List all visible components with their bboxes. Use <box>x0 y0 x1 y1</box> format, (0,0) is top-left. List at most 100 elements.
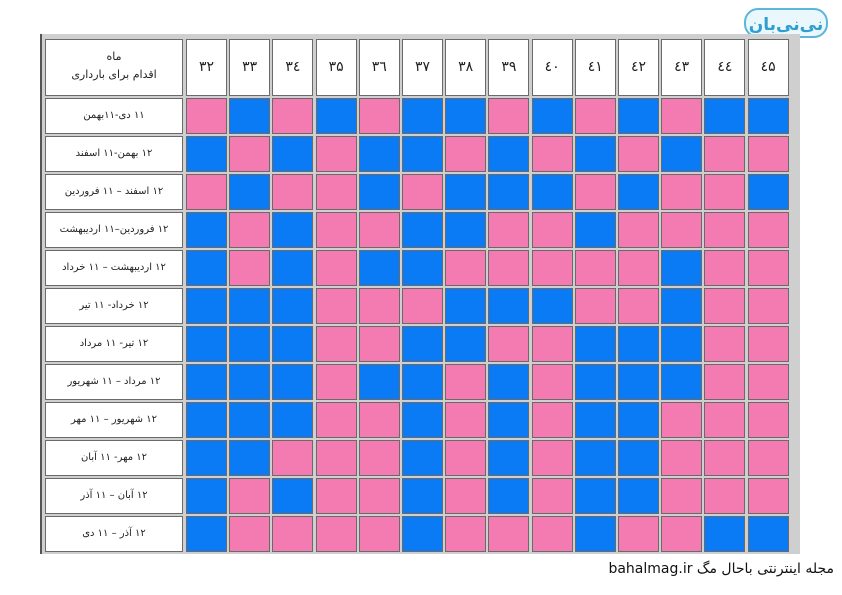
row-label: ۱۲ آذر – ۱۱ دی <box>45 516 183 552</box>
boy-cell <box>618 440 659 476</box>
girl-cell <box>531 136 573 172</box>
boy-cell <box>618 364 659 400</box>
boy-cell <box>531 288 573 324</box>
girl-cell <box>358 98 400 134</box>
girl-cell <box>315 326 357 362</box>
girl-cell <box>531 440 573 476</box>
girl-cell <box>358 288 400 324</box>
boy-cell <box>574 440 616 476</box>
girl-cell <box>574 174 616 210</box>
girl-cell <box>661 174 703 210</box>
boy-cell <box>574 478 616 514</box>
boy-cell <box>445 326 487 362</box>
boy-cell <box>402 402 443 438</box>
column-header: ٤٤ <box>704 39 746 96</box>
girl-cell <box>531 478 573 514</box>
boy-cell <box>358 174 400 210</box>
boy-cell <box>186 326 227 362</box>
boy-cell <box>229 440 271 476</box>
boy-cell <box>272 402 314 438</box>
boy-cell <box>661 364 703 400</box>
boy-cell <box>229 364 271 400</box>
boy-cell <box>488 288 530 324</box>
boy-cell <box>747 98 789 134</box>
girl-cell <box>272 98 314 134</box>
boy-cell <box>445 98 487 134</box>
row-label: ۱۲ بهمن-۱۱ اسفند <box>45 136 183 172</box>
boy-cell <box>488 402 530 438</box>
girl-cell <box>315 250 357 286</box>
boy-cell <box>358 250 400 286</box>
boy-cell <box>574 136 616 172</box>
boy-cell <box>488 136 530 172</box>
girl-cell <box>272 174 314 210</box>
column-header: ۳٦ <box>358 39 400 96</box>
girl-cell <box>488 326 530 362</box>
girl-cell <box>704 250 746 286</box>
boy-cell <box>488 478 530 514</box>
column-header: ۳۵ <box>315 39 357 96</box>
girl-cell <box>315 174 357 210</box>
boy-cell <box>488 364 530 400</box>
girl-cell <box>747 212 789 248</box>
girl-cell <box>358 326 400 362</box>
boy-cell <box>272 364 314 400</box>
girl-cell <box>661 478 703 514</box>
boy-cell <box>186 136 227 172</box>
girl-cell <box>358 516 400 552</box>
girl-cell <box>229 478 271 514</box>
girl-cell <box>402 288 443 324</box>
girl-cell <box>186 98 227 134</box>
boy-cell <box>186 402 227 438</box>
boy-cell <box>402 212 443 248</box>
site-caption: مجله اینترنتی باحال مگ bahalmag.ir <box>608 561 834 577</box>
column-header: ۳۲ <box>186 39 227 96</box>
girl-cell <box>618 288 659 324</box>
boy-cell <box>272 288 314 324</box>
header-label-month: ماه <box>106 50 122 63</box>
boy-cell <box>186 212 227 248</box>
boy-cell <box>661 136 703 172</box>
boy-cell <box>488 440 530 476</box>
girl-cell <box>229 136 271 172</box>
boy-cell <box>618 98 659 134</box>
boy-cell <box>402 440 443 476</box>
column-header: ٤۳ <box>661 39 703 96</box>
column-header: ٤۰ <box>531 39 573 96</box>
column-header: ۳۳ <box>229 39 271 96</box>
boy-cell <box>272 212 314 248</box>
boy-cell <box>402 364 443 400</box>
column-header: ٤۱ <box>574 39 616 96</box>
girl-cell <box>574 288 616 324</box>
column-header: ۳۸ <box>445 39 487 96</box>
girl-cell <box>315 364 357 400</box>
girl-cell <box>186 174 227 210</box>
girl-cell <box>358 440 400 476</box>
boy-cell <box>315 98 357 134</box>
girl-cell <box>747 288 789 324</box>
row-label: ۱۲ اسفند – ۱۱ فروردین <box>45 174 183 210</box>
girl-cell <box>445 250 487 286</box>
row-label: ۱۲ اردیبهشت – ۱۱ خرداد <box>45 250 183 286</box>
girl-cell <box>488 98 530 134</box>
boy-cell <box>402 136 443 172</box>
girl-cell <box>229 250 271 286</box>
boy-cell <box>186 478 227 514</box>
girl-cell <box>315 212 357 248</box>
girl-cell <box>488 212 530 248</box>
site-logo: نی‌نی‌بان <box>744 8 828 38</box>
boy-cell <box>661 288 703 324</box>
boy-cell <box>574 402 616 438</box>
boy-cell <box>229 402 271 438</box>
girl-cell <box>574 98 616 134</box>
boy-cell <box>186 364 227 400</box>
boy-cell <box>229 326 271 362</box>
boy-cell <box>186 250 227 286</box>
column-header: ۳٤ <box>272 39 314 96</box>
girl-cell <box>704 478 746 514</box>
girl-cell <box>315 136 357 172</box>
girl-cell <box>704 402 746 438</box>
girl-cell <box>531 402 573 438</box>
girl-cell <box>747 478 789 514</box>
girl-cell <box>704 288 746 324</box>
